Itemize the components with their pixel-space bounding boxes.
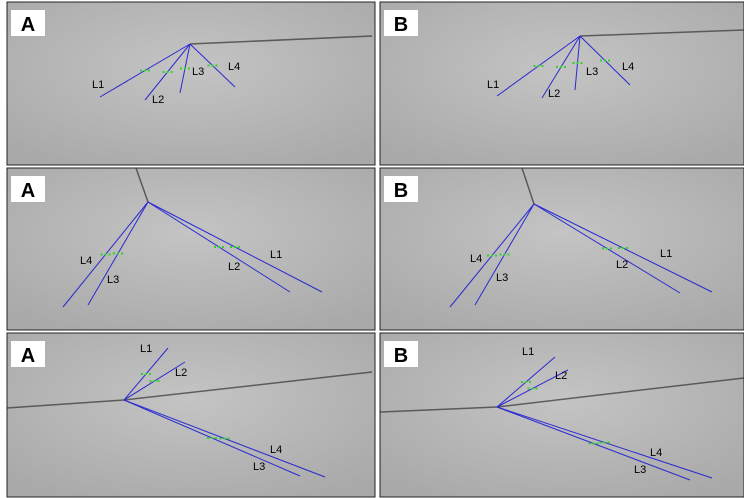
- micrograph: [380, 168, 744, 330]
- line-label: L2: [548, 88, 560, 100]
- panel-tag: B: [394, 345, 408, 367]
- line-label: L3: [586, 66, 598, 78]
- line-label: L4: [80, 255, 92, 267]
- micrograph: [380, 2, 744, 165]
- line-label: L2: [152, 94, 164, 106]
- panel-tag: A: [21, 14, 35, 36]
- line-label: L3: [107, 274, 119, 286]
- panel: B L4 L3 L2 L1: [380, 168, 744, 330]
- panel-tag: B: [394, 14, 408, 36]
- line-label: L1: [487, 79, 499, 91]
- micrograph: [7, 333, 375, 497]
- line-label: L3: [496, 272, 508, 284]
- micrograph: [7, 168, 375, 330]
- figure: A L1 L2 L3 L4 B L1 L2 L3 L4 A L4 L3 L2 L1 B L4 L3 L2 L1 A L1 L…: [0, 0, 744, 498]
- micrograph: [7, 2, 375, 165]
- line-label: L2: [555, 370, 567, 382]
- line-label: L3: [634, 464, 646, 476]
- panels: A L1 L2 L3 L4 B L1 L2 L3 L4 A L4 L3 L2 L1 B L4 L3 L2 L1 A L1 L…: [7, 2, 744, 497]
- panel-tag: A: [21, 180, 35, 202]
- line-label: L2: [616, 259, 628, 271]
- panel: A L4 L3 L2 L1: [7, 168, 375, 330]
- panel-tag: A: [21, 345, 35, 367]
- line-label: L4: [650, 447, 662, 459]
- panel: A L1 L2 L4 L3: [7, 333, 375, 497]
- line-label: L1: [140, 343, 152, 355]
- line-label: L1: [270, 249, 282, 261]
- line-label: L4: [470, 253, 482, 265]
- line-label: L3: [253, 461, 265, 473]
- line-label: L1: [660, 248, 672, 260]
- line-label: L2: [228, 261, 240, 273]
- panel: B L1 L2 L4 L3: [380, 333, 744, 497]
- panel-tag: B: [394, 180, 408, 202]
- line-label: L4: [228, 61, 240, 73]
- line-label: L2: [175, 367, 187, 379]
- line-label: L3: [192, 66, 204, 78]
- line-label: L1: [522, 346, 534, 358]
- line-label: L4: [270, 444, 282, 456]
- panel: B L1 L2 L3 L4: [380, 2, 744, 165]
- panel: A L1 L2 L3 L4: [7, 2, 375, 165]
- line-label: L1: [92, 79, 104, 91]
- micrograph: [380, 333, 744, 497]
- line-label: L4: [622, 61, 634, 73]
